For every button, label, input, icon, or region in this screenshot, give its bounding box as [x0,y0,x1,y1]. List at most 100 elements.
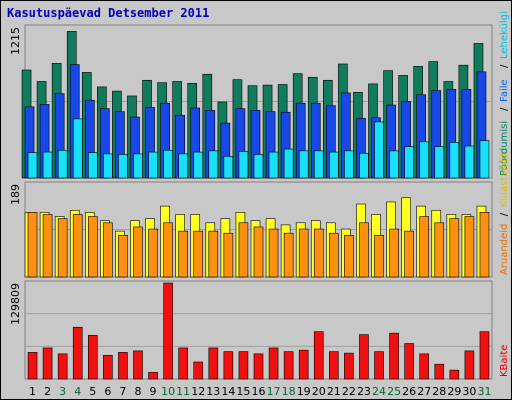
middle-bar-aruandeid [419,216,430,278]
day-tick-label: 29 [447,385,461,398]
bottom-bar-kbaite [449,369,460,380]
middle-bar-aruandeid [479,212,490,278]
bottom-bar-kbaite [344,352,354,380]
day-tick-label: 3 [59,385,66,398]
middle-bar-aruandeid [374,234,384,278]
bottom-bar-kbaite [42,347,53,380]
middle-bar-aruandeid [268,228,279,278]
top-bar-lehekülgi [419,141,430,179]
middle-bar-aruandeid [464,216,475,278]
top-bar-lehekülgi [238,151,249,179]
top-bar-lehekülgi [268,151,279,179]
bottom-bar-kbaite [148,372,158,380]
middle-bar-aruandeid [298,228,309,278]
day-tick-label: 26 [402,385,416,398]
bottom-bar-kbaite [238,351,249,380]
top-bar-lehekülgi [313,150,324,179]
top-bar-lehekülgi [103,153,113,179]
top-bar-lehekülgi [374,121,384,179]
top-bar-lehekülgi [404,146,414,179]
bottom-bar-kbaite [72,326,83,380]
day-tick-label: 2 [44,385,51,398]
day-tick-label: 12 [191,385,205,398]
top-bar-lehekülgi [72,118,83,179]
top-bar-lehekülgi [329,151,339,179]
middle-bar-aruandeid [283,232,294,278]
day-tick-label: 18 [282,385,296,398]
bottom-axis-label: KBaite [499,345,510,377]
day-tick-label: 22 [342,385,356,398]
top-bar-lehekülgi [283,148,294,179]
bottom-bar-kbaite [329,351,339,380]
day-tick-label: 28 [432,385,446,398]
day-tick-label: 7 [119,385,126,398]
top-bar-lehekülgi [87,152,98,179]
top-bar-lehekülgi [208,150,219,179]
day-tick-label: 23 [357,385,371,398]
top-bar-lehekülgi [449,142,460,179]
middle-bar-aruandeid [103,222,113,278]
bottom-bar-kbaite [103,355,113,380]
top-bar-lehekülgi [479,140,490,179]
middle-bar-aruandeid [57,218,68,278]
bottom-bar-kbaite [404,343,414,380]
day-tick-label: 16 [252,385,266,398]
middle-bar-aruandeid [329,232,339,278]
middle-bar-aruandeid [313,228,324,278]
middle-bar-aruandeid [344,234,354,278]
top-bar-lehekülgi [148,151,158,179]
middle-bar-aruandeid [163,222,173,278]
day-tick-label: 11 [176,385,190,398]
middle-bar-aruandeid [72,214,83,278]
top-axis-label: Lehekülgi [499,11,510,59]
middle-bar-aruandeid [238,222,249,278]
middle-axis-separator: / [499,212,510,216]
middle-bar-aruandeid [359,222,369,278]
bottom-bar-kbaite [57,353,68,380]
day-tick-label: 31 [477,385,491,398]
middle-bar-aruandeid [118,234,128,278]
report-title: Kasutuspäevad Detsember 2011 [7,6,210,20]
bottom-bar-kbaite [389,332,399,380]
bottom-bar-kbaite [313,331,324,380]
top-ymax-label: 1215 [9,27,22,55]
middle-bar-aruandeid [133,226,143,278]
bottom-bar-kbaite [178,347,188,380]
bottom-bar-kbaite [419,353,430,380]
day-tick-label: 10 [161,385,175,398]
bottom-bar-kbaite [163,282,173,380]
top-axis-separator: / [499,107,510,111]
top-bar-lehekülgi [193,151,204,179]
day-tick-label: 19 [297,385,311,398]
bottom-bar-kbaite [253,353,264,380]
day-tick-label: 8 [134,385,141,398]
bottom-bar-kbaite [133,350,143,380]
day-tick-label: 5 [89,385,96,398]
top-bar-lehekülgi [57,149,68,179]
top-bar-lehekülgi [434,146,445,179]
bottom-bar-kbaite [283,351,294,380]
day-tick-label: 13 [206,385,220,398]
bottom-bar-kbaite [223,351,234,380]
day-tick-label: 9 [150,385,157,398]
top-bar-lehekülgi [133,153,143,179]
day-tick-label: 6 [104,385,111,398]
top-bar-lehekülgi [389,150,399,179]
bottom-bar-kbaite [87,335,98,380]
middle-bar-aruandeid [178,230,188,278]
top-bar-lehekülgi [359,152,369,179]
top-bar-lehekülgi [223,155,234,179]
middle-bar-aruandeid [404,230,414,278]
bottom-bar-kbaite [268,347,279,380]
middle-bar-aruandeid [253,226,264,278]
bottom-bar-kbaite [298,349,309,380]
bottom-ymax-label: 129809 [9,283,22,325]
middle-bar-aruandeid [148,228,158,278]
middle-bar-aruandeid [193,230,204,278]
day-tick-label: 17 [267,385,281,398]
bottom-bar-kbaite [464,350,475,380]
middle-bar-aruandeid [389,228,399,278]
day-tick-label: 1 [29,385,36,398]
